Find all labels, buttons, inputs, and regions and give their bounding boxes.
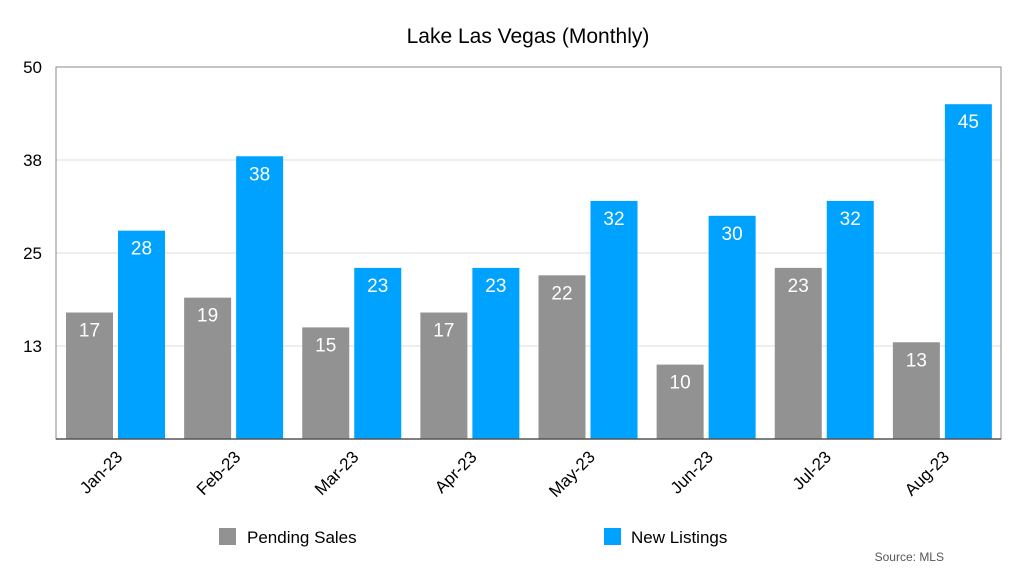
legend-swatch-pending-sales bbox=[219, 528, 236, 545]
x-axis-ticks: Jan-23 Feb-23 Mar-23 Apr-23 May-23 Jun-23 Jul-… bbox=[76, 447, 953, 501]
y-axis-ticks: 13 25 38 50 bbox=[23, 58, 42, 356]
source-note: Source: MLS bbox=[875, 550, 944, 564]
data-label: 32 bbox=[840, 209, 861, 230]
bar-new-listings bbox=[944, 104, 992, 439]
data-label: 19 bbox=[197, 306, 218, 327]
bar-new-listings bbox=[708, 215, 756, 439]
x-tick-label: Feb-23 bbox=[193, 447, 245, 499]
data-label: 23 bbox=[788, 276, 809, 297]
data-label: 17 bbox=[79, 321, 100, 342]
data-label: 22 bbox=[551, 283, 572, 304]
bar-pending-sales bbox=[656, 364, 704, 439]
bar-pending-sales bbox=[892, 342, 940, 439]
data-label: 23 bbox=[367, 276, 388, 297]
data-label: 30 bbox=[722, 224, 743, 245]
bar-new-listings bbox=[236, 156, 284, 439]
legend: Pending Sales New Listings bbox=[219, 528, 727, 547]
bar-pending-sales bbox=[66, 312, 113, 439]
data-label: 13 bbox=[906, 350, 927, 371]
bar-pending-sales bbox=[774, 267, 822, 439]
data-label: 10 bbox=[670, 373, 691, 394]
x-tick-label: Apr-23 bbox=[431, 447, 481, 497]
legend-swatch-new-listings bbox=[604, 528, 621, 545]
y-tick-label: 25 bbox=[23, 244, 42, 263]
x-tick-label: Jun-23 bbox=[667, 447, 717, 497]
data-label: 17 bbox=[433, 321, 454, 342]
bar-pending-sales bbox=[302, 327, 350, 439]
legend-label-pending-sales: Pending Sales bbox=[247, 528, 357, 547]
legend-label-new-listings: New Listings bbox=[631, 528, 727, 547]
x-tick-label: Jul-23 bbox=[789, 447, 835, 493]
bar-pending-sales bbox=[184, 297, 232, 439]
x-tick-label: May-23 bbox=[545, 447, 599, 501]
bar-pending-sales bbox=[538, 275, 586, 439]
data-label: 15 bbox=[315, 335, 336, 356]
data-label: 45 bbox=[958, 112, 979, 133]
x-tick-label: Jan-23 bbox=[76, 447, 126, 497]
data-label: 23 bbox=[485, 276, 506, 297]
bar-new-listings bbox=[472, 267, 520, 439]
y-tick-label: 50 bbox=[23, 58, 42, 77]
x-tick-label: Mar-23 bbox=[311, 447, 363, 499]
x-tick-label: Aug-23 bbox=[901, 447, 953, 499]
y-tick-label: 13 bbox=[23, 337, 42, 356]
bar-new-listings bbox=[354, 267, 402, 439]
data-label: 32 bbox=[603, 209, 624, 230]
bar-new-listings bbox=[118, 230, 165, 439]
chart-title: Lake Las Vegas (Monthly) bbox=[407, 25, 650, 48]
bar-new-listings bbox=[826, 200, 874, 439]
bars: 17 28 19 38 15 23 17 23 22 32 10 30 23 32 13 45 bbox=[66, 104, 992, 439]
data-label: 38 bbox=[249, 164, 270, 185]
bar-new-listings bbox=[590, 200, 638, 439]
bar-pending-sales bbox=[420, 312, 468, 439]
y-tick-label: 38 bbox=[23, 151, 42, 170]
data-label: 28 bbox=[131, 239, 152, 260]
